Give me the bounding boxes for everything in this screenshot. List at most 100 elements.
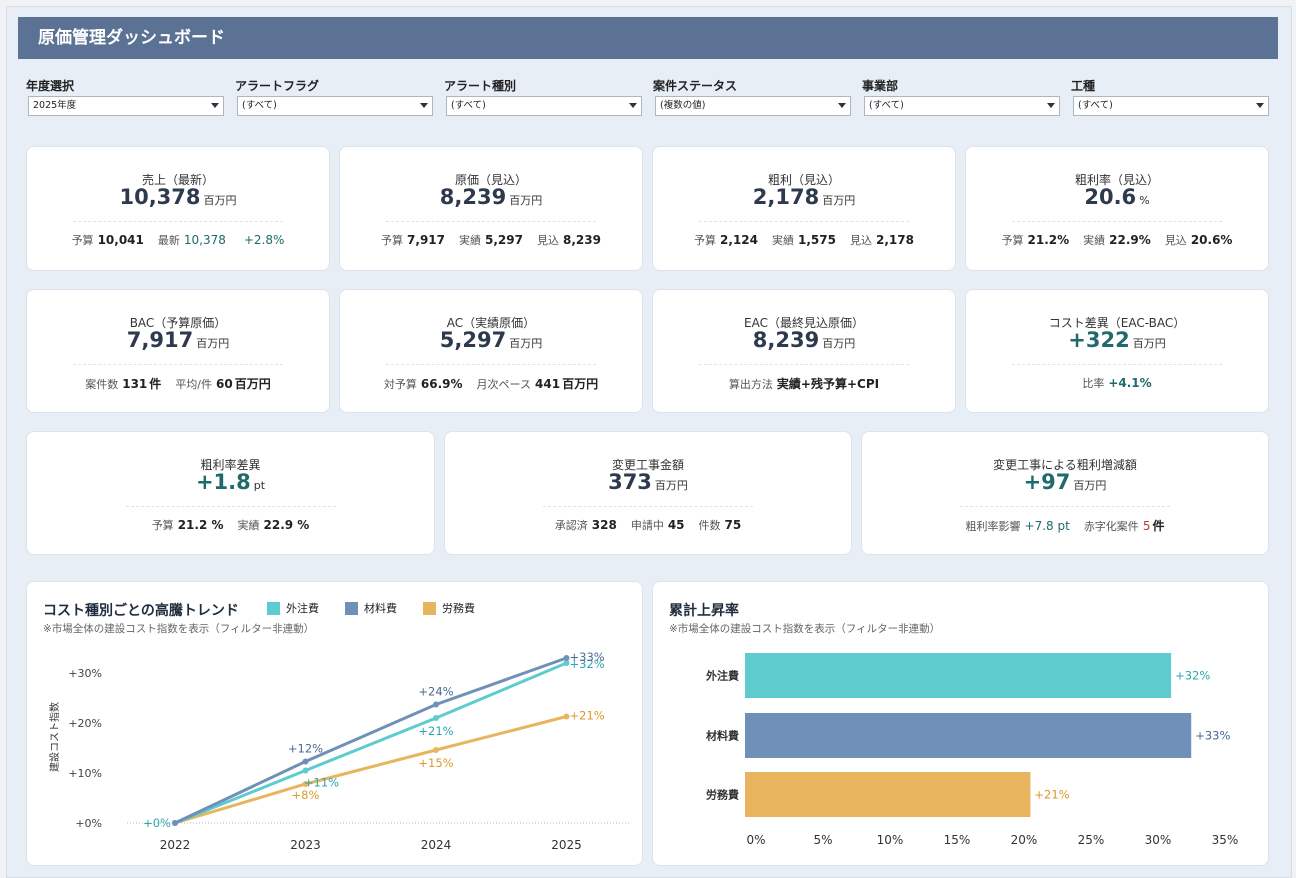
cumulative-chart-title: 累計上昇率 (669, 603, 739, 619)
category-label: 労務費 (706, 788, 739, 802)
dropdown-arrow-icon (838, 103, 846, 108)
bar-value-label: +32% (1175, 669, 1210, 683)
filter-alert-type: アラート種別 (すべて) (444, 77, 642, 116)
kpi-value: +322 (1068, 328, 1130, 352)
kpi-title: EAC（最終見込原価） (744, 316, 864, 330)
alert-type-select[interactable]: (すべて) (446, 96, 642, 116)
divider (125, 506, 336, 507)
actual-value: 1,575 (798, 233, 836, 247)
data-point (302, 767, 309, 774)
dropdown-arrow-icon (1047, 103, 1055, 108)
dropdown-arrow-icon (629, 103, 637, 108)
select-value: (すべて) (242, 100, 277, 111)
bar (745, 772, 1031, 817)
loss-projects-unit: 件 (1152, 519, 1165, 533)
kpi-unit: 百万円 (203, 194, 237, 207)
y-axis-label: 建設コスト指数 (48, 702, 61, 772)
filter-year: 年度選択 2025年度 (26, 77, 224, 116)
average-label: 平均/件 (175, 378, 213, 391)
legend-swatch (423, 601, 436, 615)
filter-label: 工種 (1071, 79, 1096, 93)
kpi-ac-card: AC（実績原価） 5,297 百万円 対予算 66.9% 月次ペース 441 百万円 (339, 289, 643, 413)
x-tick-label: 25% (1078, 833, 1105, 847)
y-tick-label: +0% (75, 817, 102, 830)
x-tick-label: 20% (1011, 833, 1038, 847)
kpi-value: +1.8 (195, 470, 251, 494)
forecast-label: 見込 (849, 234, 872, 247)
margin-impact-value: +7.8 pt (1024, 519, 1070, 533)
actual-value: 5,297 (485, 233, 523, 247)
legend-label: 材料費 (364, 602, 397, 615)
forecast-value: 2,178 (875, 233, 914, 247)
data-label: +33% (570, 650, 605, 664)
series-line (174, 661, 568, 825)
kpi-change-profit-card: 変更工事による粗利増減額 +97 百万円 粗利率影響 +7.8 pt 赤字化案件 5 件 (861, 431, 1269, 555)
actual-label: 実績 (1083, 234, 1106, 247)
actual-label: 実績 (237, 519, 260, 532)
x-tick-label: 2023 (290, 838, 321, 852)
x-tick-label: 2024 (421, 838, 452, 852)
kpi-title: コスト差異（EAC-BAC） (1048, 316, 1186, 330)
kpi-value: 8,239 (439, 185, 507, 209)
project-count-label: 案件数 (85, 378, 119, 391)
trend-chart-title: コスト種別ごとの高騰トレンド (43, 603, 239, 619)
actual-label: 実績 (772, 234, 795, 247)
data-label: +21% (418, 724, 453, 738)
data-label: +32% (570, 657, 605, 671)
filter-division: 事業部 (すべて) (862, 77, 1060, 116)
latest-label: 最新 (157, 234, 180, 247)
x-tick-label: 10% (877, 833, 904, 847)
filter-label: 事業部 (862, 79, 899, 93)
series-line (174, 656, 568, 825)
legend-item: 外注費 (267, 600, 319, 616)
legend-item: 材料費 (345, 600, 397, 616)
page-title: 原価管理ダッシュボード (18, 17, 1278, 59)
bar-value-label: +33% (1195, 729, 1230, 743)
kpi-title: 粗利率差異 (200, 458, 261, 472)
trend-chart-note: ※市場全体の建設コスト指数を表示（フィルター非連動） (43, 623, 315, 635)
dropdown-arrow-icon (211, 103, 219, 108)
filter-label: アラートフラグ (235, 79, 320, 93)
monthly-pace-label: 月次ペース (476, 378, 531, 391)
category-label: 外注費 (705, 669, 739, 683)
actual-value: 22.9 % (263, 518, 310, 532)
x-tick-label: 15% (944, 833, 971, 847)
project-count-unit: 件 (149, 377, 162, 391)
latest-value: 10,378 (183, 233, 226, 247)
data-point (302, 781, 309, 787)
actual-label: 実績 (459, 234, 482, 247)
loss-projects-value: 5 (1142, 519, 1151, 533)
year-select[interactable]: 2025年度 (28, 96, 224, 116)
data-label: +8% (292, 788, 320, 802)
data-label: +12% (288, 742, 323, 756)
data-label: +11% (304, 776, 339, 790)
budget-value: 10,041 (97, 233, 144, 247)
divider (960, 506, 1170, 507)
divider (1012, 364, 1222, 365)
kpi-change-order-card: 変更工事金額 373 百万円 承認済 328 申請中 45 件数 75 (444, 431, 852, 555)
dropdown-arrow-icon (420, 103, 428, 108)
data-point (433, 715, 439, 721)
divider (543, 506, 753, 507)
vs-budget-value: 66.9% (420, 377, 463, 391)
legend-label: 労務費 (442, 602, 475, 615)
x-tick-label: 2022 (160, 838, 191, 852)
count-label: 件数 (698, 519, 721, 532)
project-status-select[interactable]: (複数の値) (655, 96, 851, 116)
divider (699, 364, 909, 365)
work-type-select[interactable]: (すべて) (1073, 96, 1269, 116)
select-value: (すべて) (869, 100, 904, 111)
kpi-title: 原価（見込） (454, 173, 527, 187)
method-value: 実績+残予算+CPI (776, 377, 880, 391)
kpi-title: 粗利率（見込） (1074, 173, 1159, 187)
budget-label: 予算 (381, 234, 404, 247)
select-value: 2025年度 (33, 100, 77, 111)
monthly-pace-unit: 百万円 (562, 377, 599, 391)
approved-label: 承認済 (554, 519, 588, 532)
kpi-cost-card: 原価（見込） 8,239 百万円 予算 7,917 実績 5,297 見込 8,239 (339, 146, 643, 271)
kpi-unit: 百万円 (1132, 337, 1166, 350)
y-tick-label: +30% (68, 667, 102, 680)
alert-flag-select[interactable]: (すべて) (237, 96, 433, 116)
change-rate: +2.8% (243, 233, 285, 247)
division-select[interactable]: (すべて) (864, 96, 1060, 116)
